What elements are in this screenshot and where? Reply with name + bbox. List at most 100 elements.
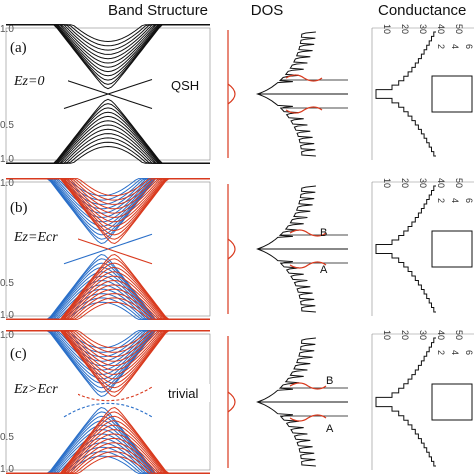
subband-up-v-11 [6, 301, 210, 320]
conductance-plateau [431, 383, 473, 421]
subband-dn-v-0 [6, 253, 210, 320]
subband-dn-v-11 [6, 455, 210, 474]
band-ytick-c-mid: 0.5 [0, 432, 14, 443]
panel-c: 1.0 0.5 1.0 (c) Ez>Ecr trivial B A [0, 330, 474, 474]
subband-up-v-2 [6, 262, 210, 320]
condition-label-c: Ez>Ecr [13, 382, 58, 397]
dos-marker-b-A: A [320, 264, 328, 276]
cond-outer-tick-0-3: 40 [436, 24, 446, 34]
subband-up-v-2 [6, 415, 210, 474]
subband-up-v-3 [6, 266, 210, 320]
band-ytick-a-top: 1.0 [0, 24, 14, 35]
subband-dn-v-0 [6, 406, 210, 474]
subband-up-v-8 [6, 442, 210, 474]
cond-outer-tick-1-2: 30 [418, 178, 428, 188]
conductance-curve-c [371, 333, 474, 470]
dos-marker-b-B: B [320, 227, 327, 239]
condition-label-b: Ez=Ecr [13, 230, 58, 245]
dos-envelope [256, 337, 316, 467]
subband-up-v-1 [6, 258, 210, 320]
band-ytick-b-top: 1.0 [0, 178, 14, 189]
cond-inner-tick-0-2: 6 [464, 44, 474, 49]
subband-dn-c-11 [6, 178, 210, 197]
cond-inner-tick-1-0: 2 [436, 198, 446, 203]
cond-outer-tick-0-4: 50 [454, 24, 464, 34]
band-frame-a [5, 27, 211, 161]
edge-state-1 [63, 78, 153, 110]
cond-inner-tick-2-2: 6 [464, 350, 474, 355]
subband-up-v-5 [6, 429, 210, 474]
cond-inner-tick-2-0: 2 [436, 350, 446, 355]
subband-dn-v-2 [6, 262, 210, 320]
conductance-lower [375, 94, 436, 157]
cond-inner-tick-0-0: 2 [436, 44, 446, 49]
conductance-upper [375, 185, 436, 249]
dos-red-edge [227, 83, 236, 105]
conductance-lower [375, 249, 436, 313]
cond-outer-tick-1-0: 10 [382, 178, 392, 188]
panel-label-c: (c) [10, 346, 27, 362]
subband-dn-v-4 [6, 115, 210, 164]
cond-outer-tick-1-3: 40 [436, 178, 446, 188]
subband-dn-c-11 [6, 24, 210, 43]
conductance-curve-b [371, 181, 474, 316]
subband-up-v-4 [6, 424, 210, 474]
cond-inner-tick-0-1: 4 [450, 44, 460, 49]
cond-inner-tick-1-2: 6 [464, 198, 474, 203]
subband-dn-v-11 [6, 145, 210, 164]
subband-up-v-0 [6, 406, 210, 474]
subband-dn-v-4 [6, 271, 210, 320]
band-ytick-c-bot: 1.0 [0, 464, 14, 474]
cond-outer-tick-2-1: 20 [400, 330, 410, 340]
subband-up-v-9 [6, 293, 210, 320]
subband-up-v-6 [6, 279, 210, 320]
conductance-tick-labels: 10 20 30 40 502 4 610 20 30 40 502 4 610 20 30 40 502 4 6 [382, 24, 474, 355]
dos-header: DOS [251, 2, 284, 19]
subband-dn-v-11 [6, 301, 210, 320]
edge-state-0 [63, 402, 153, 418]
subband-up-c-11 [6, 178, 210, 197]
dos-envelope [256, 185, 316, 313]
subband-up-v-1 [6, 411, 210, 474]
subband-dn-v-9 [6, 446, 210, 474]
subband-dn-v-0 [6, 98, 210, 164]
band-structure-header: Band Structure [108, 2, 208, 19]
conductance-header: Conductance [378, 2, 466, 19]
cond-outer-tick-0-0: 10 [382, 24, 392, 34]
cond-outer-tick-0-2: 30 [418, 24, 428, 34]
subband-up-v-0 [6, 253, 210, 320]
band-curves-c [6, 330, 210, 474]
dos-red-edge [227, 391, 236, 413]
conductance-plateau [431, 230, 473, 268]
subband-dn-v-6 [6, 279, 210, 320]
dos-red-edge [227, 238, 236, 260]
dos-marker-c-B: B [326, 375, 333, 387]
dos-curve-c [227, 336, 348, 468]
band-ytick-c-top: 1.0 [0, 330, 14, 341]
conductance-upper [375, 31, 436, 94]
band-frame-b [5, 181, 211, 317]
subband-dn-v-2 [6, 415, 210, 474]
cond-outer-tick-2-0: 10 [382, 330, 392, 340]
subband-dn-v-1 [6, 411, 210, 474]
subband-dn-v-4 [6, 424, 210, 474]
subband-up-v-5 [6, 275, 210, 320]
subband-up-v-3 [6, 420, 210, 474]
dos-red-hump-top [289, 382, 327, 390]
cond-inner-tick-1-1: 4 [450, 198, 460, 203]
subband-dn-v-9 [6, 293, 210, 320]
dos-curve-a [227, 30, 348, 158]
band-ytick-b-mid: 0.5 [0, 278, 14, 289]
dos-red-hump-bottom [285, 106, 323, 114]
subband-up-v-6 [6, 433, 210, 474]
dos-red-hump-bottom [289, 261, 327, 269]
dos-envelope [255, 31, 316, 157]
subband-dn-v-5 [6, 275, 210, 320]
subband-dn-v-5 [6, 429, 210, 474]
subband-dn-v-3 [6, 420, 210, 474]
band-curves-a [6, 24, 210, 164]
conductance-plateau [431, 75, 473, 113]
dos-curve-b [227, 184, 348, 314]
conductance-curve-a [371, 27, 474, 160]
